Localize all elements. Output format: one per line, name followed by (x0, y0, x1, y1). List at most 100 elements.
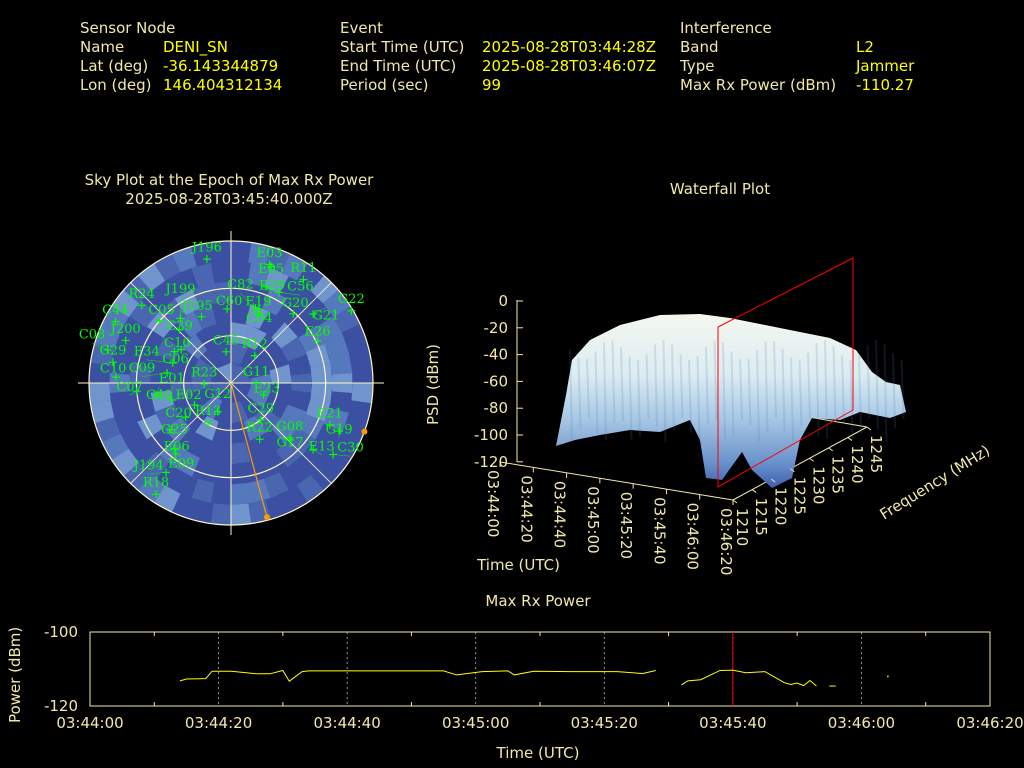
time-axis (499, 461, 734, 501)
surface-texture (764, 341, 769, 433)
satellite-leader-line (155, 387, 160, 395)
x-tick-label: 03:45:20 (571, 714, 638, 732)
sky-patch (231, 401, 249, 424)
satellite-marker-r24 (137, 301, 146, 310)
satellite-marker-g12 (213, 407, 222, 416)
time-tick-label: 03:46:00 (684, 503, 702, 570)
sky-patch (154, 485, 181, 513)
satellite-marker-r18 (152, 490, 161, 499)
satellite-leader-line (178, 416, 186, 422)
satellite-label-e09: E09 (168, 457, 194, 472)
x-tick-label: 03:46:20 (956, 714, 1023, 732)
satellite-marker-j200 (121, 336, 130, 345)
satellite-label-e03: E03 (256, 246, 282, 261)
sky-patch (94, 417, 121, 442)
sky-patch (164, 417, 191, 444)
surface-texture (798, 359, 803, 426)
surface-texture (849, 359, 854, 441)
jammer-point (263, 514, 270, 521)
psd-tick-label: -20 (484, 319, 509, 337)
satellite-marker-j195 (197, 312, 206, 321)
satellite-marker-r13 (204, 418, 213, 427)
sky-patch (271, 322, 298, 349)
satellite-label-g25: G25 (161, 423, 188, 438)
surface-texture (645, 354, 650, 420)
satellite-marker-r22 (255, 435, 264, 444)
waterfall-title: Waterfall Plot (669, 180, 771, 198)
name-value: DENI_SN (163, 38, 228, 56)
surface-texture (637, 359, 641, 437)
sky-patch (247, 478, 271, 504)
satellite-label-e05: E05 (258, 262, 284, 277)
sky-patch (276, 440, 303, 468)
frequency-tick-label: 1240 (848, 445, 866, 483)
satellite-marker-c07 (132, 387, 141, 396)
max-power-value: -110.27 (856, 76, 914, 94)
sky-patch (323, 334, 349, 359)
satellite-label-g08: G08 (276, 419, 303, 434)
satellite-label-c30: C30 (337, 441, 364, 456)
sky-patch (90, 400, 115, 424)
surface-texture (773, 340, 777, 419)
satellite-label-j195: J195 (181, 299, 213, 314)
sky-patch (191, 262, 215, 288)
satellite-marker-g11 (252, 379, 261, 388)
y-tick-label: -120 (44, 697, 78, 715)
satellite-label-r12: R12 (242, 337, 268, 352)
frequency-tick (790, 468, 795, 473)
satellite-marker-r23 (200, 379, 209, 388)
time-tick-label: 03:46:20 (717, 508, 735, 575)
frequency-tick-label: 1210 (733, 508, 751, 546)
surface-texture (892, 352, 896, 428)
time-tick-label: 03:44:00 (484, 470, 502, 537)
sky-patch (315, 316, 343, 343)
sky-patch (90, 342, 115, 366)
sky-patch (269, 364, 292, 383)
surface-texture (824, 340, 828, 439)
satellite-label-j196: J196 (190, 241, 222, 256)
jammer-direction-line (230, 382, 269, 521)
sky-patch (231, 483, 252, 505)
sky-patch (310, 383, 333, 403)
satellite-label-r13: R13 (195, 404, 221, 419)
x-tick-label: 03:44:40 (313, 714, 380, 732)
satellite-leader-line (279, 292, 301, 296)
satellite-leader-line (146, 359, 173, 364)
frequency-tick (770, 478, 776, 483)
frequency-tick-label: 1220 (771, 487, 789, 525)
satellite-leader-line (171, 422, 175, 430)
satellite-marker-c05 (155, 316, 164, 325)
satellite-label-g22: G22 (338, 292, 365, 307)
satellite-marker-c29 (256, 415, 265, 424)
satellite-marker-c44 (111, 317, 120, 326)
satellite-leader-line (333, 454, 351, 457)
plot-frame (89, 631, 991, 707)
satellite-label-j200: J200 (109, 322, 141, 337)
satellite-marker-c39 (175, 325, 184, 334)
frequency-tick (866, 426, 872, 431)
x-tick-label: 03:44:00 (56, 714, 123, 732)
satellite-label-j194: J194 (132, 459, 164, 474)
satellite-label-c04: C04 (246, 311, 273, 326)
satellite-label-c09: C09 (129, 361, 156, 376)
satellite-label-c40: C40 (146, 388, 173, 403)
satellite-label-e26: E26 (304, 324, 330, 339)
sky-patch (111, 290, 140, 318)
psd-tick-label: -100 (474, 426, 508, 444)
end-time-value: 2025-08-28T03:46:07Z (482, 57, 656, 75)
x-tick-label: 03:45:40 (699, 714, 766, 732)
satellite-label-g29: G29 (99, 344, 126, 359)
sky-patch (351, 383, 373, 404)
satellite-marker-e21 (325, 420, 334, 429)
surface-texture (620, 347, 624, 422)
band-value: L2 (856, 38, 874, 56)
max-power-label: Max Rx Power (dBm) (680, 76, 837, 94)
surface-texture (730, 351, 735, 438)
sky-patch (89, 383, 111, 404)
sky-patch (305, 398, 331, 422)
satellite-leader-line (313, 307, 327, 315)
satellite-markers (103, 255, 356, 499)
surface-texture (696, 356, 701, 442)
surface-texture (883, 343, 888, 442)
